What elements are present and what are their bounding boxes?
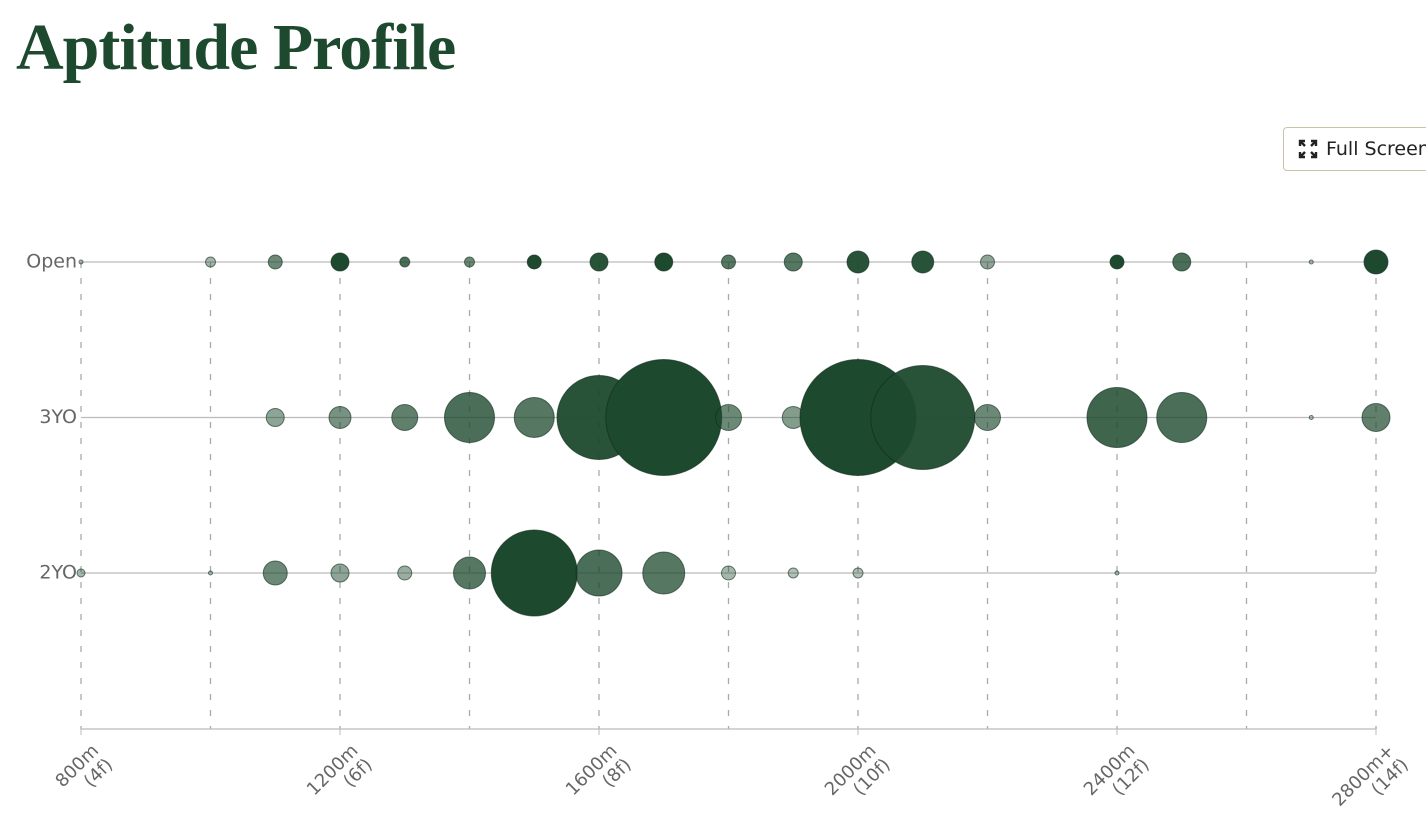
- bubble: [330, 252, 350, 272]
- bubble: [1363, 249, 1389, 275]
- y-tick-label: 3YO: [39, 406, 77, 428]
- fullscreen-icon: [1298, 139, 1318, 159]
- bubble: [330, 563, 350, 583]
- y-tick-label: 2YO: [39, 562, 77, 584]
- bubble: [205, 256, 216, 268]
- bubble: [783, 252, 803, 272]
- bubble: [1361, 403, 1391, 432]
- bubble: [911, 250, 935, 274]
- bubble: [464, 256, 475, 268]
- bubble: [1172, 252, 1192, 272]
- bubble: [715, 404, 742, 431]
- bubble: [1308, 415, 1314, 420]
- bubble: [974, 404, 1001, 431]
- bubble: [76, 568, 86, 578]
- bubble: [721, 254, 736, 270]
- bubble: [1156, 392, 1208, 443]
- bubble: [1114, 570, 1120, 576]
- bubble: [846, 250, 870, 274]
- bubble: [513, 397, 555, 438]
- bubble: [852, 567, 864, 579]
- full-screen-button[interactable]: Full Screen: [1283, 127, 1426, 171]
- bubble: [399, 256, 411, 268]
- bubble: [328, 406, 352, 429]
- bubble: [490, 529, 578, 617]
- bubble: [721, 565, 736, 581]
- bubble: [589, 252, 609, 272]
- bubble: [1086, 387, 1148, 448]
- bubble: [1109, 254, 1125, 270]
- bubble: [262, 560, 288, 586]
- bubble: [654, 252, 674, 272]
- bubble: [453, 556, 486, 590]
- bubble: [267, 254, 283, 270]
- bubble: [575, 549, 623, 597]
- full-screen-label: Full Screen: [1326, 138, 1426, 160]
- bubble: [1308, 259, 1314, 265]
- page-title: Aptitude Profile: [16, 11, 456, 84]
- bubble: [526, 254, 542, 270]
- bubble: [265, 408, 285, 427]
- bubble: [391, 404, 419, 431]
- bubble: [980, 254, 995, 270]
- bubble: [444, 392, 495, 443]
- bubble: [397, 565, 413, 581]
- bubble: [642, 551, 686, 595]
- bubble: [78, 259, 84, 265]
- bubble: [787, 567, 799, 579]
- bubble: [870, 365, 976, 470]
- bubble: [605, 359, 723, 476]
- bubble: [208, 570, 213, 576]
- y-tick-label: Open: [26, 251, 77, 273]
